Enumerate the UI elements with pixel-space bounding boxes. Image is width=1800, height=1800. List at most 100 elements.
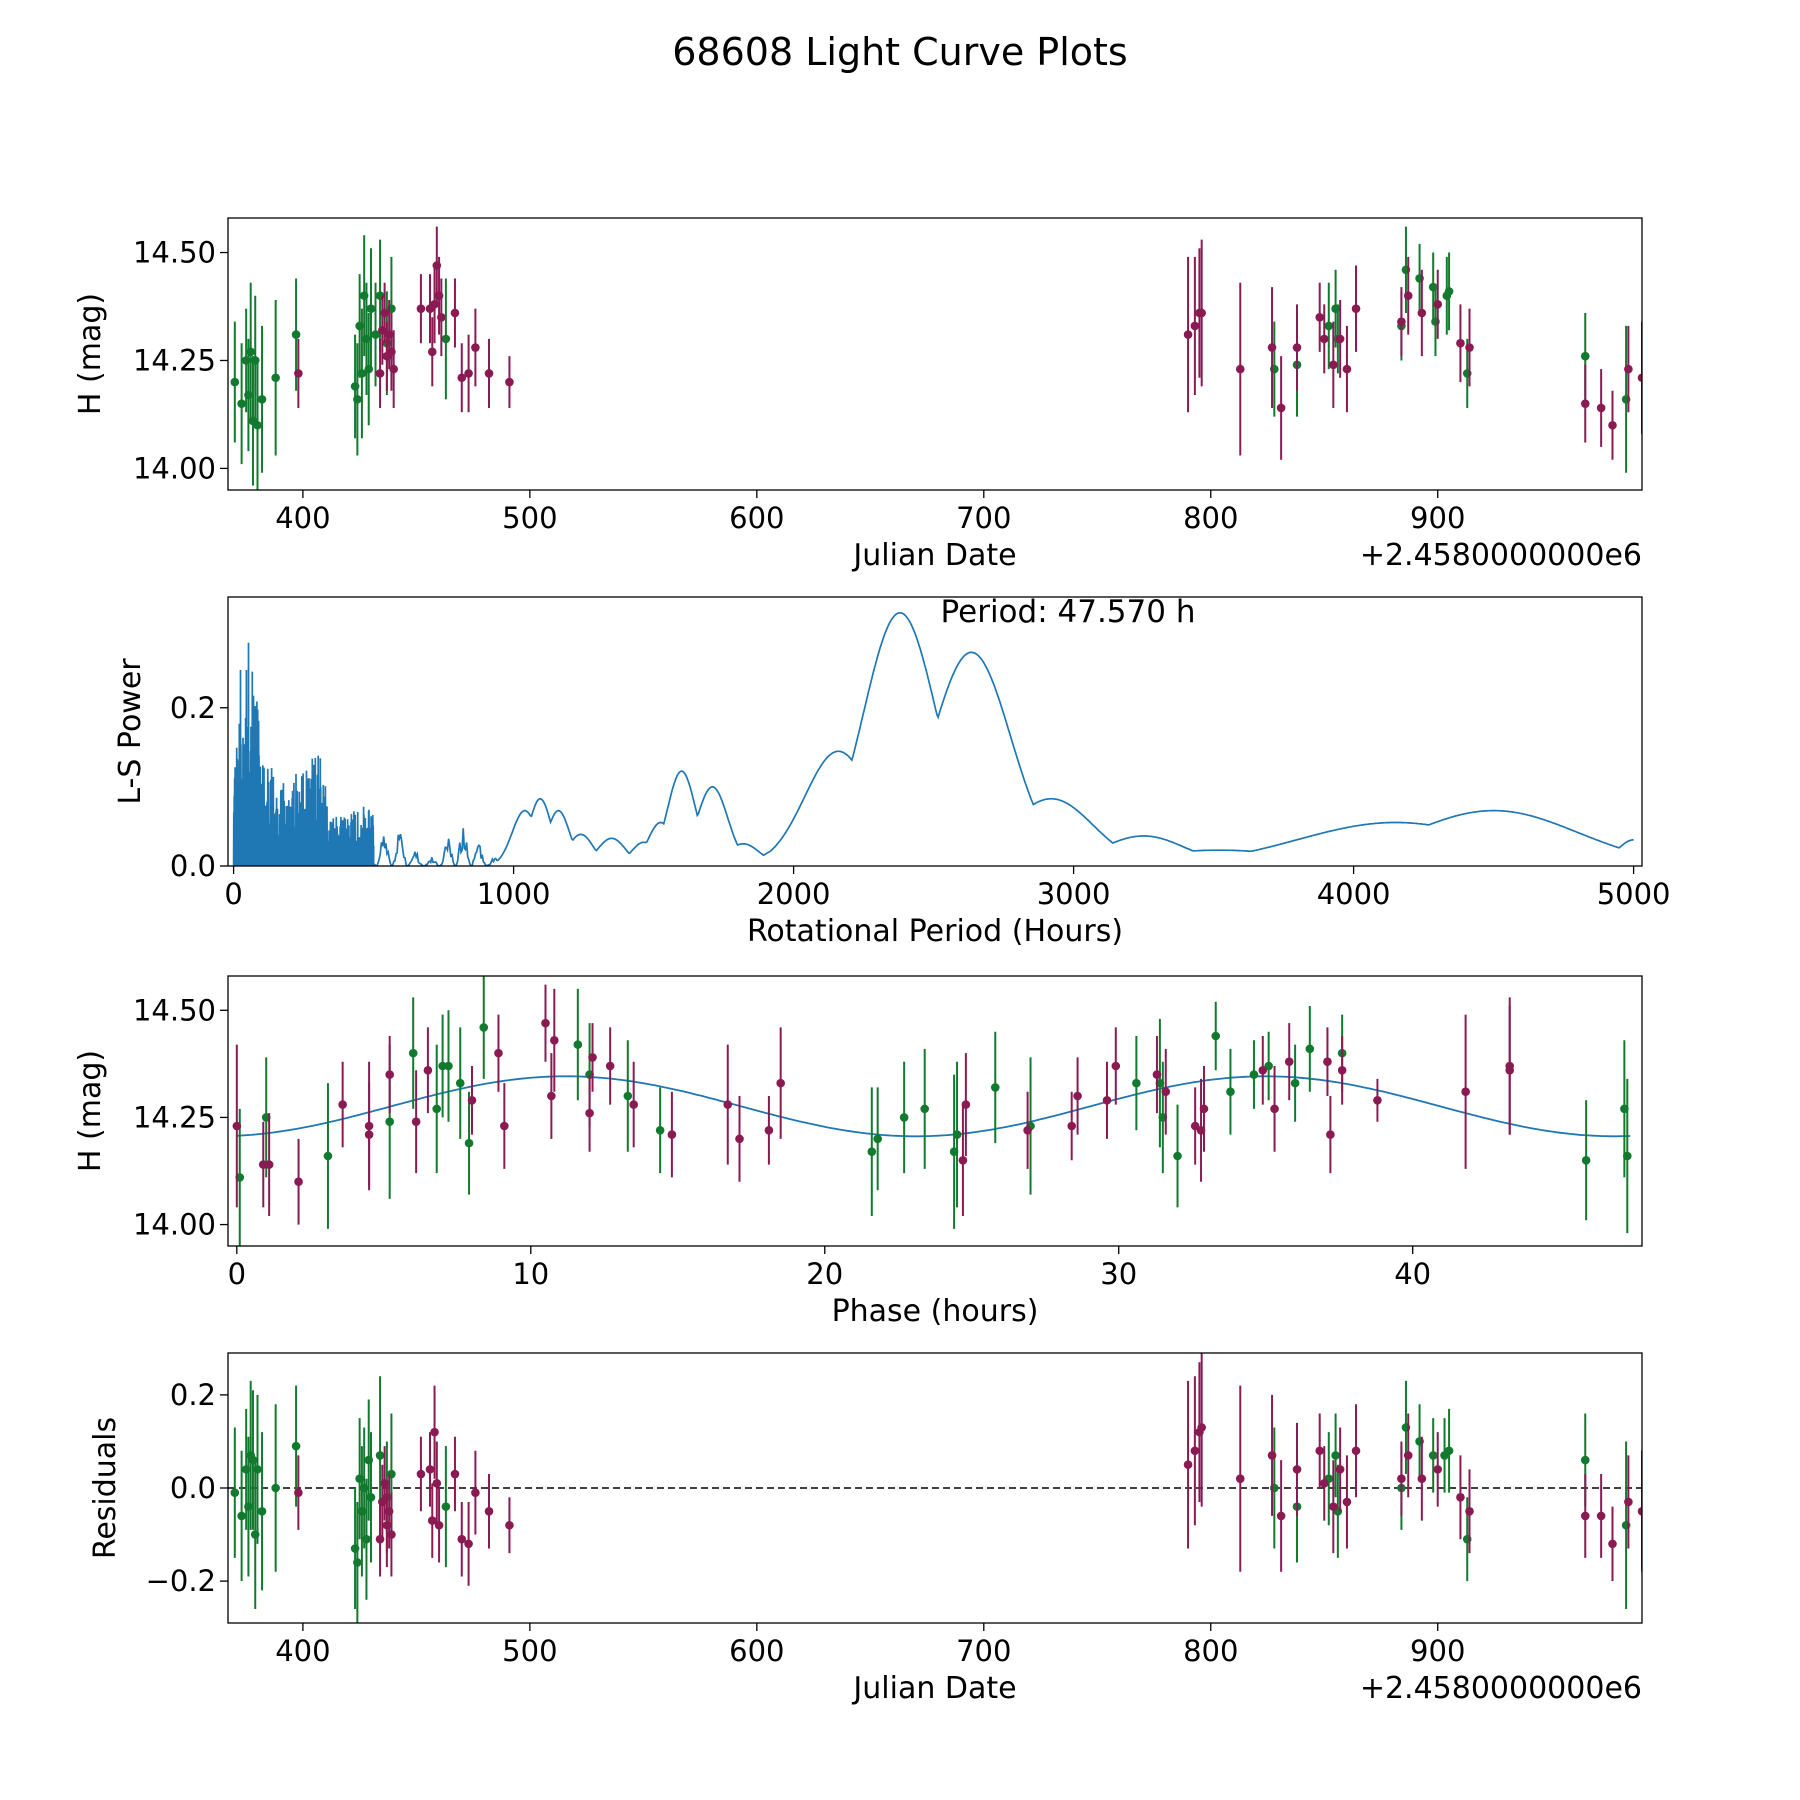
data-point: [1270, 1104, 1279, 1114]
data-point: [1249, 1070, 1259, 1079]
data-point: [541, 1018, 550, 1028]
data-point: [1190, 321, 1200, 331]
x-tick-label: 700: [956, 501, 1011, 535]
data-point: [1465, 1506, 1474, 1516]
data-point: [338, 1100, 347, 1109]
data-point: [1276, 403, 1286, 413]
data-point: [961, 1100, 971, 1109]
data-point: [1335, 1465, 1345, 1474]
y-axis-label: L-S Power: [113, 658, 148, 805]
data-point: [450, 308, 460, 318]
data-point: [294, 1488, 303, 1497]
lightcurve-panel: 400 500 600 700 800 900 14.00 14.25 14.50 Julian …: [73, 217, 1643, 573]
data-point: [505, 1520, 514, 1530]
x-tick-label: 800: [1183, 1634, 1238, 1668]
data-point: [423, 1065, 433, 1075]
data-point: [1067, 1121, 1076, 1131]
x-offset-label: +2.4580000000e6: [1360, 1671, 1642, 1706]
plot-area: [232, 976, 1632, 1246]
x-tick-label: 400: [275, 501, 330, 535]
data-point: [271, 373, 280, 383]
data-point: [1505, 1061, 1515, 1071]
data-point: [1276, 1511, 1286, 1521]
data-point: [425, 1465, 435, 1474]
data-point: [1596, 403, 1606, 413]
data-point: [380, 308, 389, 318]
data-point: [271, 1483, 280, 1493]
y-tick-label: 0.0: [170, 1471, 216, 1505]
data-point: [1235, 364, 1245, 374]
data-point: [1267, 343, 1277, 352]
data-point: [1023, 1125, 1032, 1135]
data-point: [364, 1121, 374, 1131]
data-point: [1315, 1446, 1325, 1456]
data-point: [457, 373, 467, 383]
fit-curve: [236, 1075, 1631, 1138]
data-point: [667, 1130, 677, 1139]
data-point: [1152, 1070, 1162, 1079]
data-point: [873, 1134, 882, 1144]
data-point: [1456, 338, 1465, 348]
x-tick-label: 1000: [477, 877, 551, 911]
data-point: [1329, 1502, 1338, 1511]
data-point: [385, 1070, 394, 1079]
data-point: [441, 334, 451, 344]
x-tick-label: 0: [224, 877, 242, 911]
plot-frame: [227, 217, 1643, 491]
periodogram-panel: 0 1000 2000 3000 4000 5000 0.0 0.2 Rotational Pe…: [113, 594, 1671, 949]
data-point: [547, 1091, 556, 1101]
plot-area: [232, 611, 1634, 866]
data-point: [867, 1147, 877, 1157]
data-point: [550, 1035, 559, 1045]
y-tick-label: −0.2: [146, 1564, 216, 1598]
data-point: [723, 1100, 733, 1109]
data-point: [1161, 1087, 1171, 1097]
data-point: [1444, 1446, 1454, 1456]
data-point: [416, 1469, 426, 1479]
data-point: [1342, 1497, 1352, 1507]
data-point: [1373, 1095, 1382, 1105]
data-point: [1319, 1479, 1329, 1488]
data-point: [294, 1177, 303, 1187]
magenta-series: [232, 984, 1515, 1225]
data-point: [1580, 399, 1590, 408]
data-point: [375, 1451, 385, 1460]
y-tick-label: 0.0: [170, 849, 216, 883]
data-point: [366, 304, 376, 313]
data-point: [623, 1091, 633, 1101]
x-tick-label: 700: [956, 1634, 1011, 1668]
data-point: [588, 1053, 597, 1062]
data-point: [1433, 1465, 1443, 1474]
data-point: [1444, 287, 1454, 296]
data-point: [952, 1130, 962, 1139]
data-point: [471, 343, 480, 352]
data-point: [1323, 1057, 1332, 1067]
data-point: [1290, 1078, 1300, 1088]
data-point: [484, 369, 494, 378]
data-point: [655, 1125, 665, 1135]
x-axis-label: Julian Date: [851, 538, 1016, 573]
x-tick-label: 800: [1183, 501, 1238, 535]
periodogram-curve: [232, 611, 1634, 866]
data-point: [1199, 1104, 1209, 1114]
data-point: [1319, 334, 1329, 344]
data-point: [958, 1155, 968, 1165]
data-point: [1403, 291, 1413, 301]
data-point: [1428, 1451, 1438, 1460]
data-point: [1351, 304, 1361, 313]
data-point: [430, 1427, 439, 1437]
data-point: [1581, 1155, 1591, 1165]
x-tick-label: 0: [228, 1257, 246, 1291]
data-point: [237, 1511, 246, 1521]
data-point: [464, 1138, 474, 1148]
data-point: [253, 1465, 262, 1474]
data-point: [1102, 1095, 1112, 1105]
data-point: [1132, 1078, 1141, 1088]
magenta-series: [294, 226, 1642, 460]
magenta-series: [294, 1353, 1642, 1586]
data-point: [1331, 1451, 1340, 1460]
data-point: [1596, 1511, 1606, 1521]
residuals-panel: 400 500 600 700 800 900 −0.2 0.0 0.2 Julian Date R…: [88, 1352, 1643, 1706]
data-point: [1580, 1455, 1590, 1465]
